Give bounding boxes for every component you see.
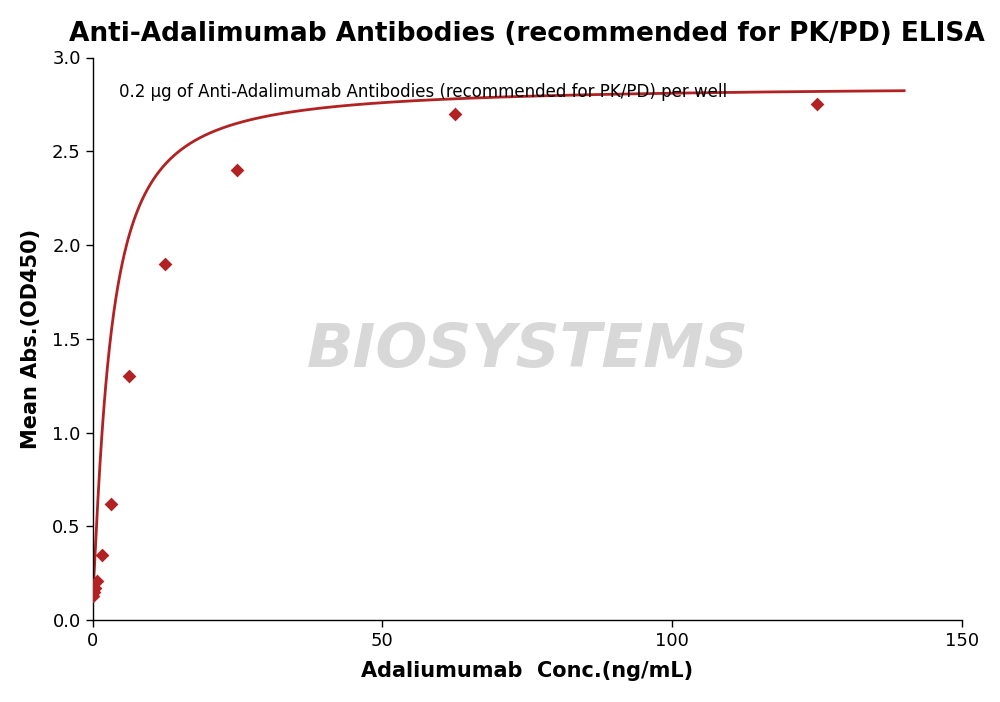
- Point: [94, 549, 110, 560]
- Point: [157, 258, 173, 270]
- Point: [86, 586, 102, 597]
- X-axis label: Adaliumumab  Conc.(ng/mL): Adaliumumab Conc.(ng/mL): [361, 661, 693, 681]
- Point: [121, 371, 137, 382]
- Text: BIOSYSTEMS: BIOSYSTEMS: [306, 321, 748, 380]
- Text: 0.2 μg of Anti-Adalimumab Antibodies (recommended for PK/PD) per well: 0.2 μg of Anti-Adalimumab Antibodies (re…: [119, 83, 727, 101]
- Point: [103, 498, 119, 510]
- Point: [85, 590, 101, 602]
- Point: [229, 164, 245, 176]
- Y-axis label: Mean Abs.(OD450): Mean Abs.(OD450): [21, 229, 41, 449]
- Point: [89, 575, 105, 586]
- Point: [809, 99, 825, 110]
- Point: [87, 583, 103, 594]
- Point: [447, 108, 463, 119]
- Title: Anti-Adalimumab Antibodies (recommended for PK/PD) ELISA: Anti-Adalimumab Antibodies (recommended …: [69, 21, 985, 47]
